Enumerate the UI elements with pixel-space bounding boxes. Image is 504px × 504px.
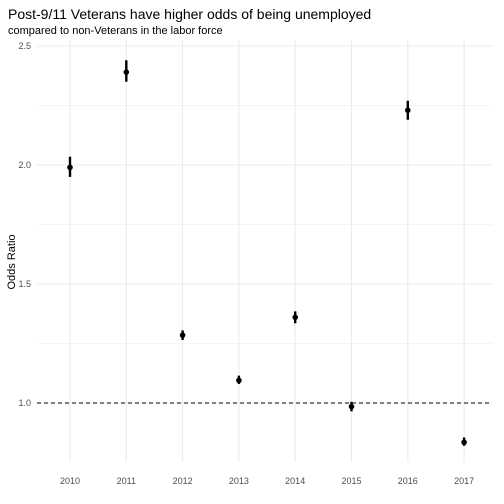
chart-title: Post-9/11 Veterans have higher odds of b… [8,6,372,22]
x-tick-label: 2011 [117,476,136,486]
data-point [292,314,299,321]
data-point [461,439,467,446]
grid-major [37,40,492,462]
x-tick-label: 2010 [60,476,80,486]
y-tick-label: 2.0 [18,160,31,170]
y-tick-label: 2.5 [18,41,31,51]
data-point [123,69,130,75]
x-tick-label: 2012 [173,476,193,486]
grid-minor [37,105,492,344]
data-point [179,332,186,338]
data-point [348,403,355,410]
data-point [405,107,411,114]
x-tick-label: 2016 [398,476,418,486]
x-tick-label: 2013 [229,476,249,486]
data-points [67,69,467,446]
data-point [236,377,242,384]
chart-subtitle: compared to non-Veterans in the labor fo… [8,25,223,37]
data-point [67,164,73,171]
x-tick-label: 2017 [454,476,474,486]
y-axis-label: Odds Ratio [6,234,18,289]
error-bars [68,60,466,446]
y-tick-labels: 1.0 1.5 2.0 2.5 [18,41,31,408]
x-tick-labels: 2010 2011 2012 2013 2014 2015 2016 2017 [60,476,474,486]
x-tick-label: 2015 [341,476,361,486]
x-tick-label: 2014 [285,476,305,486]
y-tick-label: 1.5 [18,279,31,289]
y-tick-label: 1.0 [18,398,31,408]
